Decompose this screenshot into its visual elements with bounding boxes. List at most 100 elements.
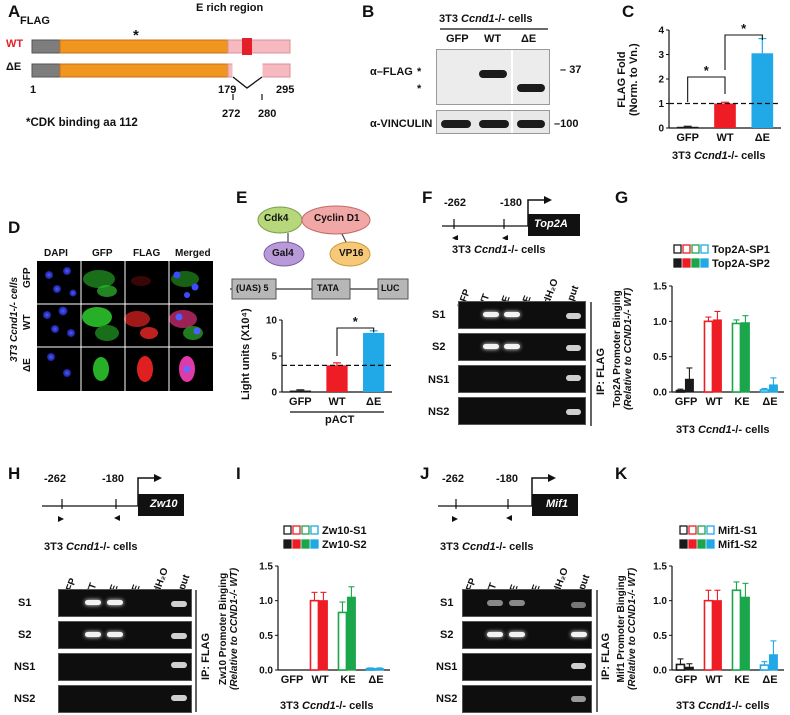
j-row-s1: S1 <box>440 597 454 609</box>
f-cells-label: 3T3 Ccnd1-/- cells <box>452 244 546 256</box>
micro-wt-dapi <box>43 306 75 337</box>
f-pos-262: -262 <box>444 197 467 209</box>
legend-swatch <box>673 244 682 254</box>
f-gel-ns2 <box>458 397 586 425</box>
nonspecific-star-1: * <box>417 66 422 78</box>
j-gene-label: Mif1 <box>546 498 568 510</box>
cells-label-b: 3T3 Ccnd1-/- cells <box>439 13 533 25</box>
x-tick-label: GFP <box>289 396 312 408</box>
micro-gfp-gfp <box>83 270 117 297</box>
x-tick-label: ΔE <box>366 396 381 408</box>
x-tick-label: GFP <box>675 396 698 408</box>
bar-GFP-Top2A-SP2 <box>684 378 694 393</box>
e-luc-label: LUC <box>381 283 400 293</box>
y-tick-label: 1 <box>658 99 664 110</box>
lane-label-de: ΔE <box>521 33 537 45</box>
legend-swatch <box>679 525 688 535</box>
h-ip-label: IP: FLAG <box>200 632 212 680</box>
pos-179-label: 179 <box>218 84 237 96</box>
lane-label-wt: WT <box>484 33 502 45</box>
f-row-ns2: NS2 <box>428 406 450 418</box>
j-gel-ns2 <box>462 685 592 713</box>
j-pos-180: -180 <box>496 473 519 485</box>
e-cdk4-label: Cdk4 <box>264 213 289 224</box>
h-row-ns2: NS2 <box>14 693 36 705</box>
panel-label-a: A <box>8 2 21 21</box>
wt-label: WT <box>6 38 24 50</box>
bar-WT-Top2A-SP1 <box>703 320 714 393</box>
micro-wt-gfp <box>82 307 119 341</box>
bar-WT <box>714 103 736 128</box>
d-col-dapi: DAPI <box>44 248 68 259</box>
bar-GFP <box>676 126 699 128</box>
f-gel-s1 <box>458 301 586 329</box>
y-tick-label: 1.5 <box>653 282 667 293</box>
bar-GFP-Mif1-S1 <box>675 663 686 671</box>
panel-label-b: B <box>362 2 375 21</box>
f-gel-ns1 <box>458 365 586 393</box>
legend-swatch <box>697 539 706 549</box>
panel-g-ylabel: Top2A Promoter Binging (Relative to CCND1… <box>612 287 634 410</box>
y-tick-label: 0.5 <box>653 352 667 363</box>
h-gene-label: Zw10 <box>150 498 178 510</box>
f-gene-label: Top2A <box>534 218 568 230</box>
panel-label-e: E <box>236 188 248 207</box>
f-row-s2: S2 <box>432 341 446 353</box>
d-col-flag: FLAG <box>133 248 161 259</box>
legend-swatch <box>310 525 319 535</box>
chart-i-zw10: 0.0 0.5 1.0 1.5 GFP WT KE ΔE <box>259 562 390 686</box>
y-tick-label: 5 <box>271 352 277 363</box>
de-flag-domain <box>31 63 61 78</box>
bar-WT <box>326 365 348 392</box>
bar-WT-Zw10-S1 <box>309 599 320 671</box>
y-tick-label: 0.0 <box>653 388 667 399</box>
bar-KE-Mif1-S1 <box>731 589 742 671</box>
h-gel-s2 <box>58 621 192 649</box>
legend-swatch <box>283 539 292 549</box>
bar-GFP <box>289 390 311 392</box>
micro-wt-merged <box>169 310 203 340</box>
d-col-merged: Merged <box>175 248 211 259</box>
chart-k-mif1: 0.0 0.5 1.0 1.5 GFP WT KE ΔE <box>653 562 784 686</box>
legend-swatch <box>301 539 310 549</box>
legend-swatch <box>283 525 292 535</box>
wt-flag-domain <box>31 39 61 54</box>
legend-label: Mif1-S2 <box>718 539 757 551</box>
j-row-ns2: NS2 <box>436 693 458 705</box>
bar-ΔE <box>751 53 774 128</box>
legend-swatch <box>691 258 700 268</box>
sig-bracket-wt-de <box>336 327 375 356</box>
x-tick-label: WT <box>716 132 733 144</box>
legend-swatch <box>310 539 319 549</box>
d-row-de: ΔE <box>22 358 33 372</box>
bar-ΔE-Top2A-SP1 <box>759 389 770 393</box>
delta-e-label: ΔE <box>6 61 22 73</box>
y-tick-label: 2 <box>658 75 664 86</box>
legend-swatch <box>301 525 310 535</box>
legend-swatch <box>691 244 700 254</box>
panel-label-c: C <box>622 2 635 21</box>
legend-swatch <box>700 244 709 254</box>
y-tick-label: 1.5 <box>653 562 667 573</box>
chart-c-flag-fold: 0 1 2 3 4 GFP WT ΔE * * <box>658 22 781 144</box>
panel-label-h: H <box>8 464 21 483</box>
micro-de-dapi <box>47 353 71 377</box>
micro-de-merged <box>179 356 195 382</box>
cdk-binding-note: *CDK binding aa 112 <box>26 117 138 129</box>
vinculin-band-de <box>517 120 545 128</box>
panel-e-ylabel: Light units (X10⁴) <box>240 308 252 400</box>
legend-swatch <box>292 525 301 535</box>
x-tick-label: WT <box>705 396 722 408</box>
chart-g-top2a: 0.0 0.5 1.0 1.5 GFP WT KE ΔE <box>653 282 784 408</box>
legend-swatch <box>688 525 697 535</box>
legend-label: Top2A-SP2 <box>712 258 770 270</box>
micro-de-gfp <box>93 357 109 381</box>
bar-WT-Mif1-S1 <box>703 599 714 671</box>
i-cells-label: 3T3 Ccnd1-/- cells <box>280 700 374 712</box>
x-tick-label: GFP <box>281 674 304 686</box>
d-row-gfp: GFP <box>22 267 33 288</box>
micro-gfp-flag <box>131 276 151 286</box>
legend-swatch <box>292 539 301 549</box>
k-cells-label: 3T3 Ccnd1-/- cells <box>676 700 770 712</box>
h-gel-ns2 <box>58 685 192 713</box>
